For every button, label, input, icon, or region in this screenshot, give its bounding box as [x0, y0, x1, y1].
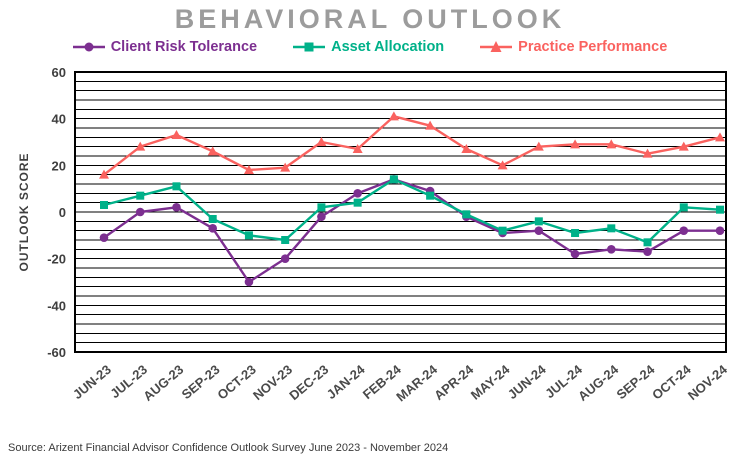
svg-text:MAY-24: MAY-24 — [468, 361, 513, 402]
series-asset-allocation — [100, 175, 724, 247]
legend-item-practice-performance: Practice Performance — [480, 39, 667, 55]
data-point-triangle — [280, 162, 291, 172]
svg-text:DEC-23: DEC-23 — [286, 362, 331, 403]
data-point-triangle — [243, 165, 254, 174]
data-point-circle — [208, 224, 218, 233]
data-point-triangle — [99, 169, 109, 179]
plot-border — [74, 71, 727, 353]
legend-label-practice-performance: Practice Performance — [518, 39, 668, 55]
svg-text:SEP-23: SEP-23 — [179, 362, 223, 402]
svg-text:NOV-23: NOV-23 — [250, 362, 295, 403]
series-practice-performance — [99, 111, 725, 179]
svg-text:JUN-24: JUN-24 — [505, 361, 550, 402]
data-point-square — [571, 229, 580, 237]
data-point-square — [498, 226, 507, 235]
svg-text:NOV-24: NOV-24 — [685, 361, 731, 403]
triangle-marker-icon — [480, 40, 513, 54]
x-axis-tick-labels: JUN-23JUL-23AUG-23SEP-23OCT-23NOV-23DEC-… — [70, 361, 731, 404]
legend-label-client-risk-tolerance: Client Risk Tolerance — [110, 39, 258, 55]
data-point-square — [281, 236, 290, 244]
svg-text:AUG-24: AUG-24 — [575, 361, 622, 404]
data-point-triangle — [171, 130, 182, 139]
data-point-triangle — [606, 139, 617, 149]
data-point-square — [244, 231, 253, 240]
data-point-triangle — [352, 144, 363, 153]
data-point-triangle — [388, 111, 399, 121]
svg-text:-20: -20 — [47, 252, 66, 267]
y-axis-tick-labels: 60 40 20 0 -20 -40 -60 — [47, 65, 66, 360]
data-point-square — [607, 224, 616, 233]
legend: Client Risk Tolerance Asset Allocation P… — [0, 39, 740, 55]
data-point-triangle — [715, 132, 725, 142]
data-point-triangle — [570, 139, 581, 149]
svg-text:40: 40 — [52, 112, 66, 127]
data-point-circle — [244, 277, 254, 287]
data-point-triangle — [425, 120, 436, 130]
svg-text:SEP-24: SEP-24 — [613, 361, 658, 402]
data-point-circle — [534, 226, 544, 235]
svg-text:-40: -40 — [47, 298, 66, 313]
data-point-square — [679, 203, 688, 212]
square-marker-icon — [293, 40, 326, 54]
data-point-circle — [135, 207, 145, 217]
circle-marker-icon — [72, 40, 105, 54]
svg-text:0: 0 — [59, 205, 66, 220]
behavioral-outlook-line-chart: 60 40 20 0 -20 -40 -60 JUN-23JUL-23AUG-23SEP-23… — [17, 65, 731, 404]
svg-text:60: 60 — [52, 65, 66, 80]
legend-item-client-risk-tolerance: Client Risk Tolerance — [72, 39, 258, 55]
svg-text:-60: -60 — [47, 345, 66, 360]
data-point-square — [317, 203, 326, 212]
data-point-triangle — [316, 137, 327, 146]
data-point-square — [353, 198, 362, 207]
svg-text:OCT-24: OCT-24 — [649, 361, 694, 402]
data-point-square — [534, 217, 543, 226]
data-point-triangle — [642, 148, 653, 158]
data-point-square — [136, 191, 145, 200]
data-point-triangle — [135, 141, 146, 151]
data-point-circle — [353, 189, 362, 198]
chart-title: BEHAVIORAL OUTLOOK — [174, 4, 566, 34]
svg-text:APR-24: APR-24 — [431, 361, 477, 403]
data-point-circle — [643, 247, 652, 256]
data-point-circle — [172, 203, 181, 212]
legend-label-asset-allocation: Asset Allocation — [331, 39, 445, 55]
data-point-circle — [606, 245, 616, 254]
svg-text:20: 20 — [52, 158, 66, 173]
data-point-circle — [715, 226, 725, 235]
data-point-square — [172, 182, 181, 191]
data-point-circle — [99, 233, 109, 242]
data-point-triangle — [533, 141, 544, 151]
data-point-square — [208, 215, 217, 223]
data-point-circle — [317, 212, 326, 221]
svg-text:OCT-23: OCT-23 — [214, 362, 259, 403]
svg-text:MAR-24: MAR-24 — [393, 361, 440, 404]
data-point-triangle — [207, 146, 218, 156]
svg-text:JUN-23: JUN-23 — [70, 362, 114, 402]
data-point-square — [716, 205, 724, 214]
data-point-square — [643, 238, 652, 247]
data-point-square — [426, 191, 435, 200]
data-point-square — [462, 210, 471, 219]
data-point-circle — [679, 226, 689, 235]
data-point-square — [100, 201, 108, 209]
data-point-circle — [570, 249, 580, 259]
y-axis-title: OUTLOOK SCORE — [17, 152, 31, 271]
data-point-triangle — [461, 144, 472, 153]
source-note: Source: Arizent Financial Advisor Confid… — [8, 442, 449, 454]
gridlines — [75, 71, 726, 353]
data-point-triangle — [678, 141, 689, 151]
svg-text:AUG-23: AUG-23 — [140, 362, 186, 404]
data-point-circle — [280, 254, 290, 263]
data-point-triangle — [497, 160, 508, 170]
data-point-square — [389, 175, 398, 184]
svg-text:JAN-24: JAN-24 — [324, 361, 369, 402]
legend-item-asset-allocation: Asset Allocation — [293, 39, 444, 55]
